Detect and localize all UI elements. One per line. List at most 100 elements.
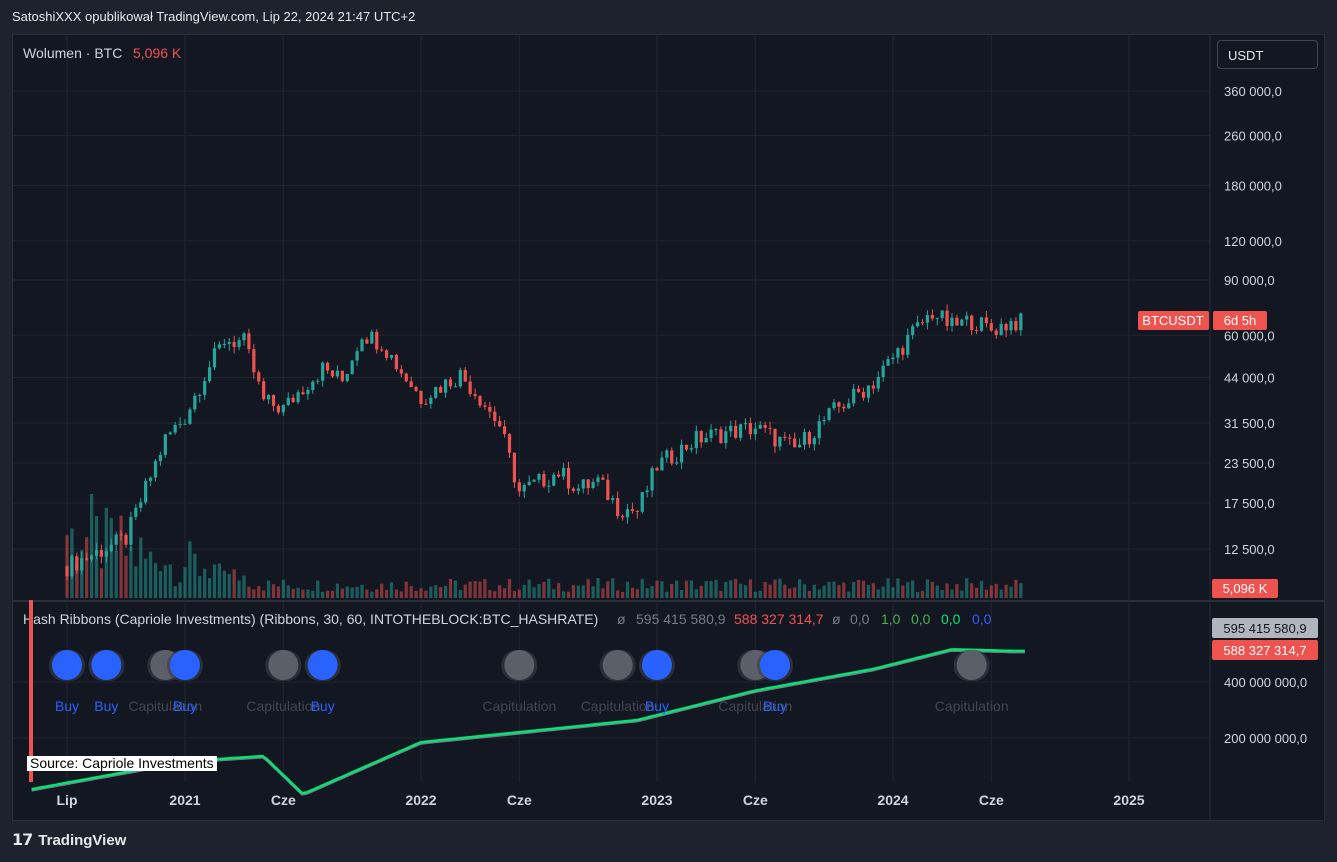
volume-bar <box>773 579 777 598</box>
signal-circle <box>642 650 672 680</box>
volume-bar <box>557 583 561 598</box>
volume-bar <box>960 590 964 598</box>
candle-body <box>212 348 217 368</box>
candle-body <box>311 381 315 391</box>
volume-bar <box>399 591 403 598</box>
candle-body <box>1014 321 1018 331</box>
volume-bar <box>306 589 310 598</box>
candle-body <box>409 381 413 388</box>
volume-bar <box>330 590 335 598</box>
candle-body <box>729 425 733 432</box>
candle-body <box>748 423 753 435</box>
volume-bar <box>537 583 541 598</box>
candle-body <box>866 385 871 398</box>
signal-label: Capitulation <box>128 698 202 714</box>
candle-body <box>783 436 787 438</box>
candle-body <box>360 339 364 352</box>
volume-bar <box>571 585 576 598</box>
volume-bar <box>645 588 649 598</box>
signal-label: Capitulation <box>718 698 792 714</box>
volume-bar <box>552 589 556 598</box>
candle-body <box>852 388 856 404</box>
candle-body <box>734 425 738 438</box>
volume-bar <box>404 581 408 598</box>
candle-body <box>483 405 487 407</box>
candle-body <box>193 395 197 410</box>
candle-body <box>689 448 694 450</box>
candle-body <box>822 419 826 422</box>
chart-frame[interactable] <box>12 34 1325 821</box>
volume-bar <box>611 578 615 598</box>
volume-bar <box>719 590 723 598</box>
volume-bar <box>852 581 856 598</box>
candle-body <box>173 424 177 433</box>
candle-body <box>640 492 644 512</box>
volume-bar <box>768 584 772 598</box>
volume-bar <box>911 580 915 598</box>
volume-bar <box>217 563 222 598</box>
candle-body <box>911 326 915 335</box>
volume-bar <box>502 588 507 598</box>
volume-bar <box>517 589 521 598</box>
volume-bar <box>99 568 104 598</box>
volume-bar <box>684 580 689 598</box>
footer: 𝟭𝟳 TradingView <box>12 830 126 850</box>
candle-body <box>650 468 654 491</box>
candle-body <box>901 348 905 355</box>
candle-body <box>365 339 369 344</box>
candle-body <box>719 429 723 443</box>
candle-body <box>955 317 959 326</box>
volume-bar <box>75 562 79 598</box>
signal-label: Buy <box>645 698 669 714</box>
hash-badge-top-label: 595 415 580,9 <box>1223 621 1306 636</box>
volume-bar <box>930 581 934 598</box>
volume-badge-label: 5,096 K <box>1223 581 1268 596</box>
volume-bar <box>675 580 679 598</box>
hash-legend-v3: 0,0 <box>850 611 870 627</box>
candle-body <box>557 474 561 477</box>
candle-body <box>350 360 354 375</box>
volume-bar <box>660 581 664 598</box>
time-tick-label: 2022 <box>405 792 436 808</box>
candle-body <box>596 477 600 482</box>
candle-body <box>321 362 325 381</box>
volume-bar <box>807 590 812 598</box>
volume-bar <box>335 583 340 598</box>
currency-selector[interactable]: USDT <box>1217 40 1318 69</box>
volume-bar <box>247 586 251 598</box>
volume-bar <box>463 584 467 598</box>
volume-legend-name: Wolumen · BTC <box>23 45 122 61</box>
countdown-badge-label: 6d 5h <box>1224 313 1257 328</box>
candle-body <box>227 342 231 345</box>
candle-body <box>906 334 910 355</box>
candle-body <box>965 315 969 320</box>
candle-body <box>517 482 521 492</box>
hash-badge-top <box>1212 618 1318 638</box>
price-tick-label: 31 500,0 <box>1224 416 1275 431</box>
volume-bar <box>232 569 236 598</box>
volume-bar <box>724 581 728 598</box>
volume-bar <box>974 587 979 598</box>
volume-bar <box>512 590 517 598</box>
candle-body <box>709 429 713 438</box>
volume-bar <box>965 578 969 598</box>
candle-body <box>129 516 133 545</box>
candle-body <box>443 379 448 393</box>
volume-bar <box>979 580 984 598</box>
candle-body <box>807 432 812 445</box>
candle-body <box>291 397 295 403</box>
candle-body <box>960 319 964 326</box>
candle-body <box>217 344 222 349</box>
candle-body <box>232 342 236 347</box>
candle-body <box>389 354 394 358</box>
source-label: Source: Capriole Investments <box>27 756 217 771</box>
volume-bar <box>758 590 762 598</box>
volume-bar <box>119 515 123 598</box>
volume-bar <box>311 590 315 598</box>
candle-body <box>881 365 885 377</box>
volume-bar <box>168 564 172 598</box>
price-tick-label: 90 000,0 <box>1224 273 1275 288</box>
volume-bar <box>384 589 389 598</box>
start-marker <box>29 600 33 782</box>
